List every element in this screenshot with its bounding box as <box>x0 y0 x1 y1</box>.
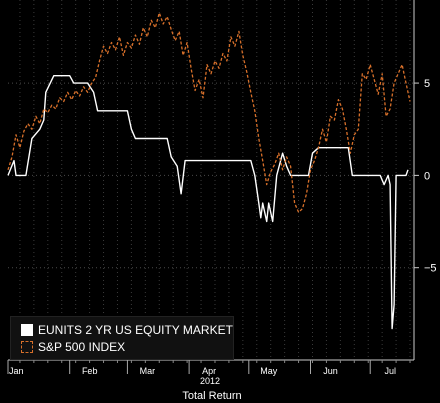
chart-legend: EUNITS 2 YR US EQUITY MARKET S&P 500 IND… <box>10 316 234 360</box>
x-year-label: 2012 <box>200 376 220 386</box>
x-tick-label: May <box>260 366 278 376</box>
y-tick-label: 0 <box>424 170 430 182</box>
x-tick-label: Jan <box>9 366 24 376</box>
legend-item-eunits: EUNITS 2 YR US EQUITY MARKET <box>21 322 233 338</box>
legend-label-sp500: S&P 500 INDEX <box>38 340 126 354</box>
x-tick-label: Mar <box>140 366 156 376</box>
series-line-0 <box>7 75 409 330</box>
legend-item-sp500: S&P 500 INDEX <box>21 339 125 355</box>
chart-axes: 5 0 −5 Jan Feb Mar Apr May Jun Jul 2012 Total Retur… <box>7 0 437 402</box>
y-tick-label: −5 <box>424 263 437 275</box>
plot-area <box>7 12 411 330</box>
legend-label-eunits: EUNITS 2 YR US EQUITY MARKET <box>38 323 233 337</box>
x-axis-title: Total Return <box>182 390 241 402</box>
legend-swatch-sp500 <box>21 341 33 353</box>
x-tick-label: Feb <box>82 366 98 376</box>
legend-swatch-eunits <box>21 324 33 336</box>
y-tick-label: 5 <box>424 78 430 90</box>
x-tick-label: Apr <box>202 366 216 376</box>
x-tick-label: Jul <box>384 366 396 376</box>
chart-grid <box>8 0 414 360</box>
series-line-1 <box>7 12 411 213</box>
x-tick-label: Jun <box>323 366 338 376</box>
